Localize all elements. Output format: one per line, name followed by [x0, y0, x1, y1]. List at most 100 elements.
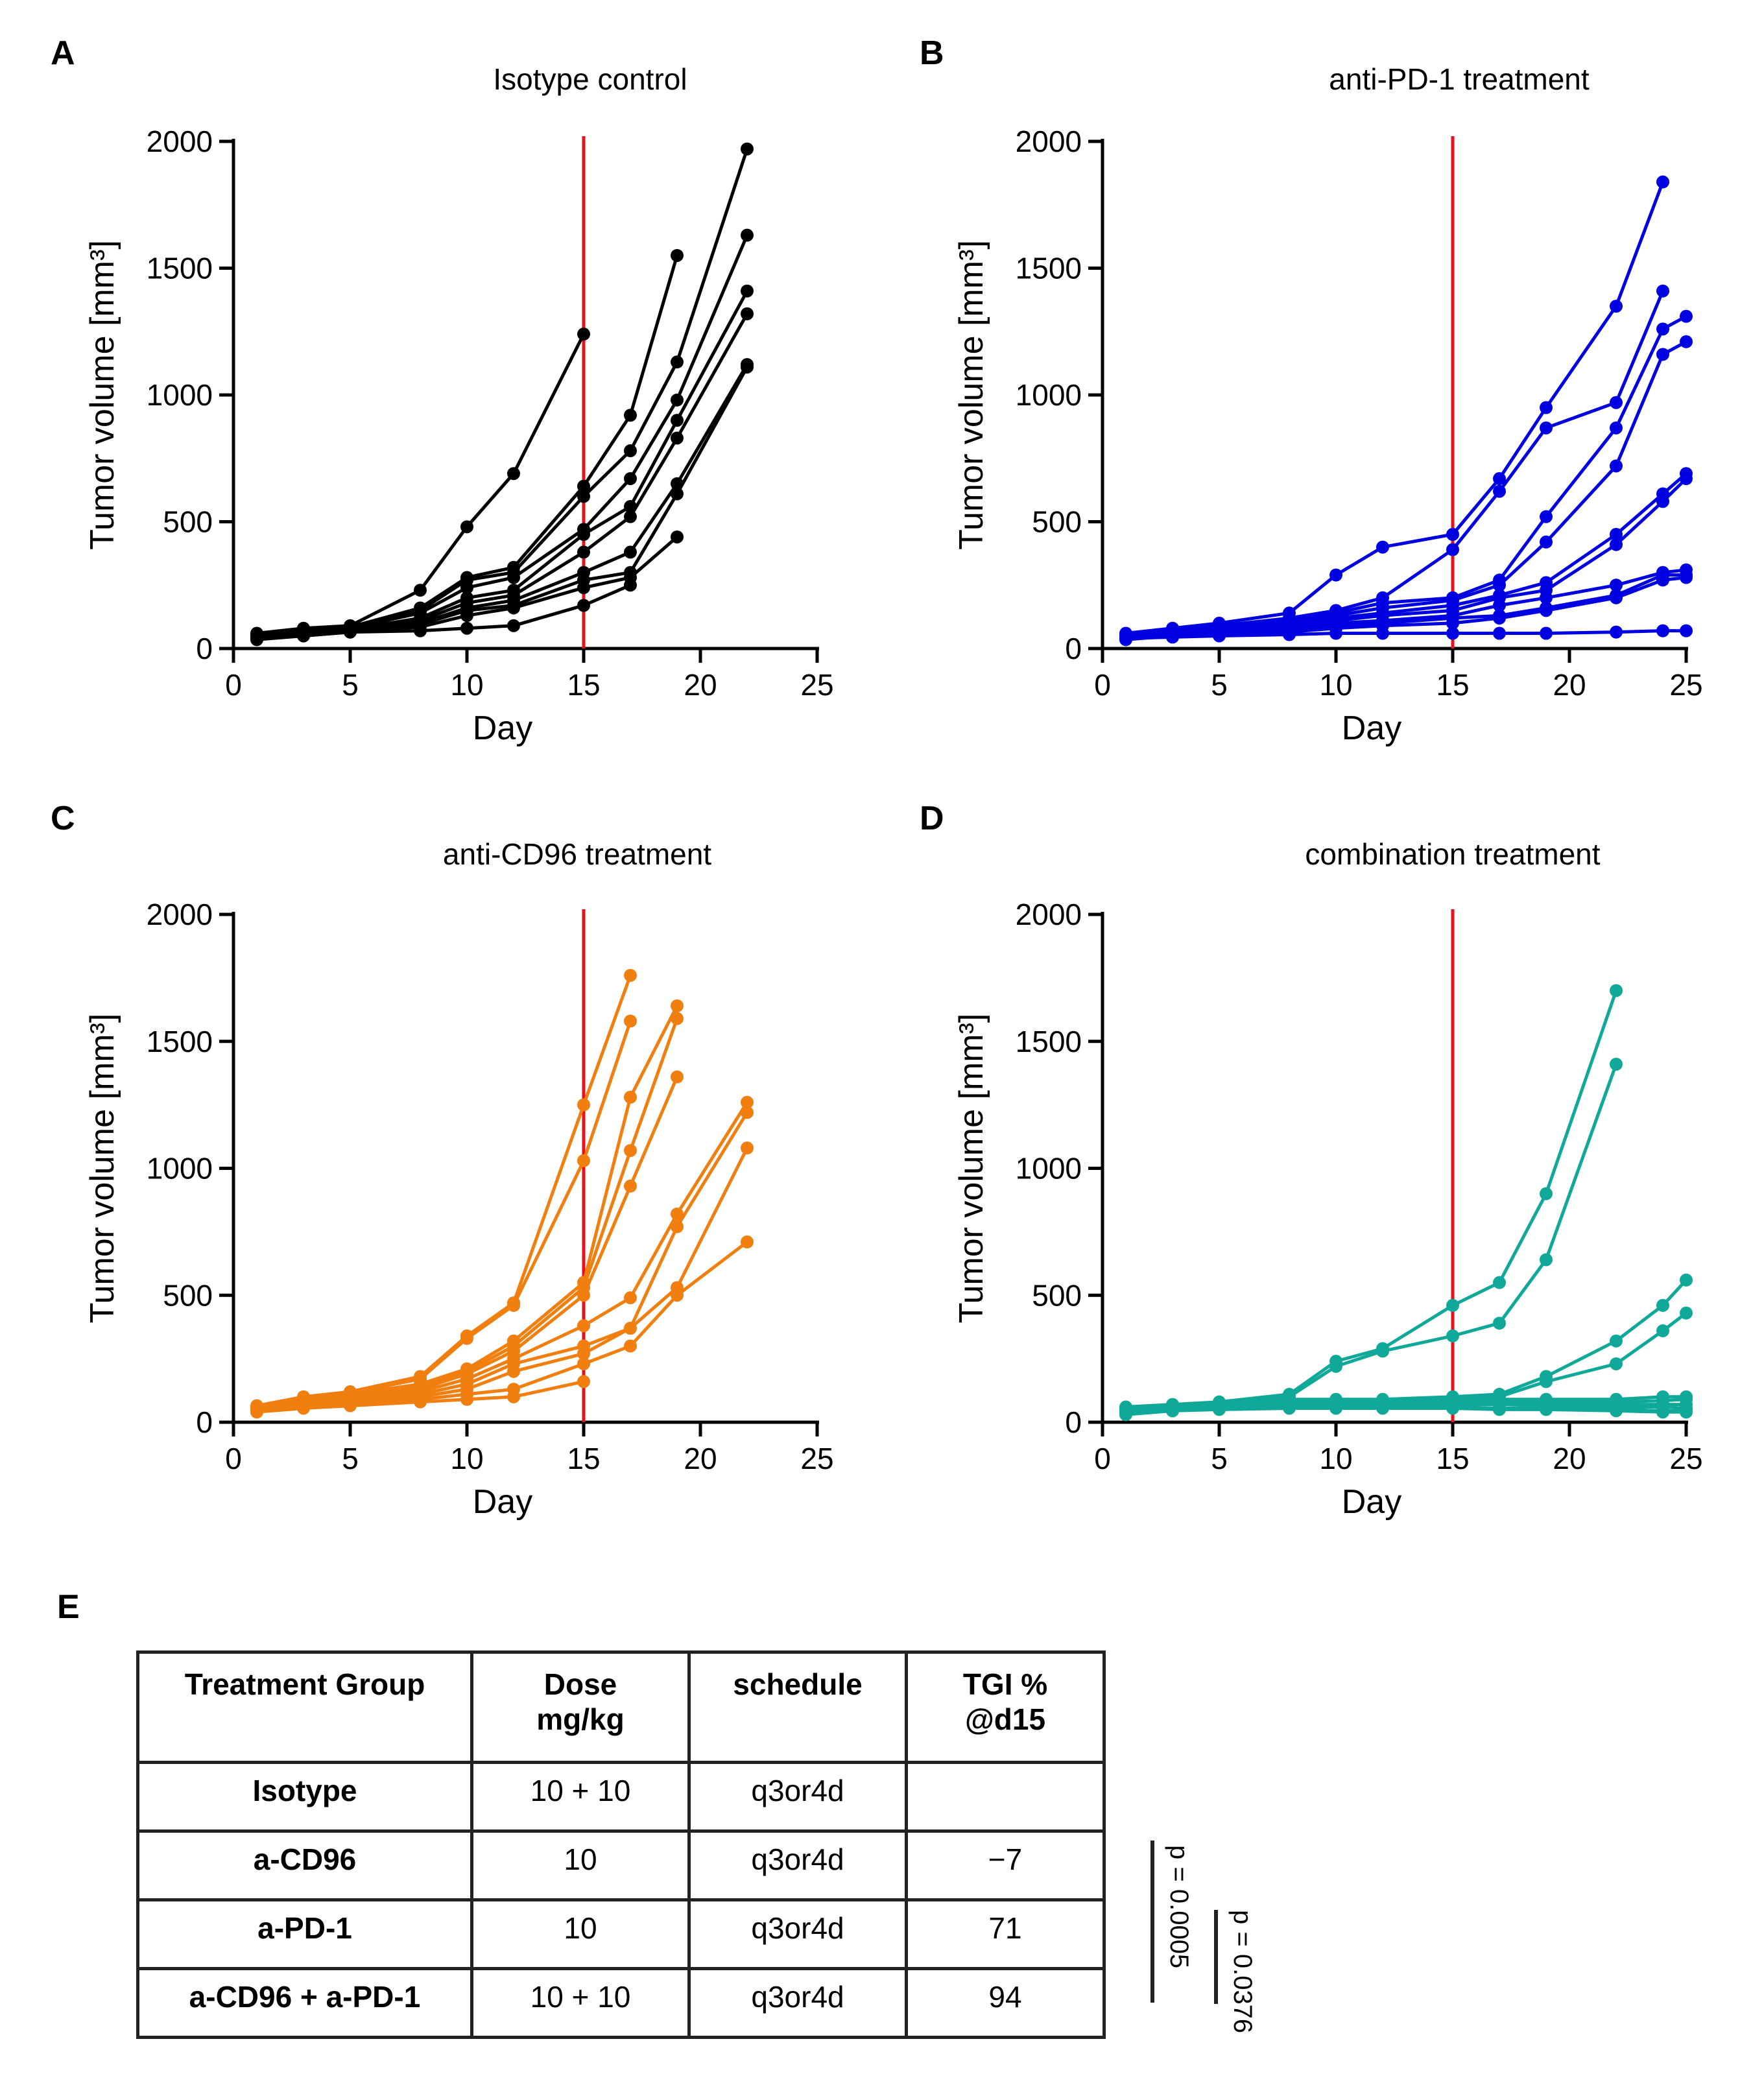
- data-point: [671, 487, 684, 501]
- data-point: [1446, 1298, 1459, 1312]
- data-point: [1213, 1403, 1226, 1416]
- data-point: [671, 355, 684, 369]
- panel-label: B: [920, 34, 944, 72]
- data-point: [1446, 528, 1459, 542]
- x-tick-label: 15: [1436, 668, 1469, 702]
- data-point: [741, 307, 754, 320]
- data-point: [1680, 1273, 1693, 1287]
- data-point: [577, 1154, 590, 1167]
- data-point: [1376, 626, 1389, 640]
- y-tick-label: 2000: [1016, 125, 1082, 158]
- data-point: [1446, 616, 1459, 630]
- y-tick-label: 0: [196, 632, 213, 665]
- data-point: [1610, 1357, 1623, 1370]
- data-point: [507, 571, 520, 584]
- y-tick-label: 1500: [147, 252, 213, 285]
- data-point: [1493, 626, 1506, 640]
- data-point: [577, 1289, 590, 1302]
- data-point: [1493, 1403, 1506, 1416]
- data-point: [1540, 626, 1553, 640]
- cell-schedule: q3or4d: [687, 1967, 908, 2039]
- y-tick-label: 500: [163, 1278, 213, 1312]
- data-point: [1656, 624, 1669, 637]
- cell-schedule: q3or4d: [687, 1898, 908, 1970]
- data-point: [460, 581, 473, 595]
- x-tick-label: 10: [1319, 1442, 1352, 1475]
- series-line: [1125, 629, 1686, 640]
- data-point: [344, 1399, 357, 1412]
- data-point: [1610, 625, 1623, 639]
- table-row: a-CD96 + a-PD-1 10 + 10 q3or4d 94: [136, 1967, 1106, 2039]
- data-point: [1540, 401, 1553, 414]
- data-point: [671, 414, 684, 427]
- data-point: [1540, 535, 1553, 549]
- data-point: [1656, 495, 1669, 508]
- series-line: [256, 290, 749, 640]
- data-point: [1656, 573, 1669, 587]
- panel-title: combination treatment: [1305, 837, 1601, 871]
- series-line: [256, 1076, 679, 1410]
- data-point: [577, 1347, 590, 1361]
- data-point: [1656, 1324, 1669, 1338]
- data-point: [1540, 1187, 1553, 1200]
- data-point: [507, 601, 520, 615]
- data-point: [1329, 626, 1342, 640]
- x-tick-label: 25: [1669, 1442, 1702, 1475]
- chart-panel-3: 0 500 1000 1500 2000 0 5 10 15 20 25 Day Tumor volum…: [84, 898, 834, 1521]
- data-point: [1119, 632, 1132, 645]
- data-point: [1610, 578, 1623, 592]
- data-point: [624, 578, 637, 592]
- data-point: [414, 1395, 427, 1409]
- data-point: [741, 142, 754, 156]
- data-point: [624, 1090, 637, 1104]
- series-m7: [250, 1106, 754, 1416]
- data-point: [1166, 630, 1179, 644]
- cell-dose: 10: [470, 1898, 691, 1970]
- data-point: [577, 1357, 590, 1370]
- data-point: [1540, 1375, 1553, 1388]
- data-point: [741, 1235, 754, 1249]
- x-tick-label: 15: [567, 668, 600, 702]
- data-point: [624, 1339, 637, 1353]
- data-point: [577, 1098, 590, 1112]
- cell-tgi: 71: [905, 1898, 1106, 1970]
- data-point: [460, 609, 473, 623]
- data-point: [414, 584, 427, 597]
- panel-label: D: [920, 800, 944, 837]
- series-m1: [250, 328, 590, 640]
- x-tick-label: 10: [1319, 668, 1352, 702]
- series-m1: [1119, 984, 1623, 1414]
- y-tick-label: 0: [1065, 1405, 1082, 1439]
- data-point: [460, 1331, 473, 1345]
- data-point: [671, 1070, 684, 1084]
- data-point: [1610, 984, 1623, 997]
- data-point: [1610, 538, 1623, 551]
- data-point: [297, 629, 310, 643]
- data-point: [1680, 624, 1693, 637]
- data-point: [1493, 1276, 1506, 1289]
- data-point: [1540, 421, 1553, 435]
- x-tick-label: 20: [684, 668, 717, 702]
- series-m5: [1119, 467, 1693, 644]
- data-point: [1656, 1405, 1669, 1419]
- series-line: [256, 1147, 749, 1412]
- series-line: [1125, 340, 1687, 637]
- data-point: [1493, 599, 1506, 612]
- data-point: [577, 545, 590, 559]
- pvalue-label: p = 0.0005: [1165, 1845, 1193, 1969]
- data-point: [1493, 484, 1506, 498]
- y-tick-label: 500: [1032, 505, 1082, 539]
- data-point: [1493, 1317, 1506, 1330]
- data-point: [671, 393, 684, 407]
- panel-title: anti-PD-1 treatment: [1329, 62, 1590, 96]
- x-tick-label: 15: [1436, 1442, 1469, 1475]
- table-row: a-CD96 10 q3or4d −7: [136, 1829, 1106, 1901]
- cell-tgi: [905, 1761, 1106, 1833]
- series-line: [1125, 1407, 1686, 1416]
- data-point: [671, 248, 684, 262]
- series-m8: [250, 1141, 754, 1418]
- y-tick-label: 1000: [1016, 1152, 1082, 1185]
- panel-title: Isotype control: [493, 62, 687, 96]
- x-axis-label: Day: [473, 709, 532, 747]
